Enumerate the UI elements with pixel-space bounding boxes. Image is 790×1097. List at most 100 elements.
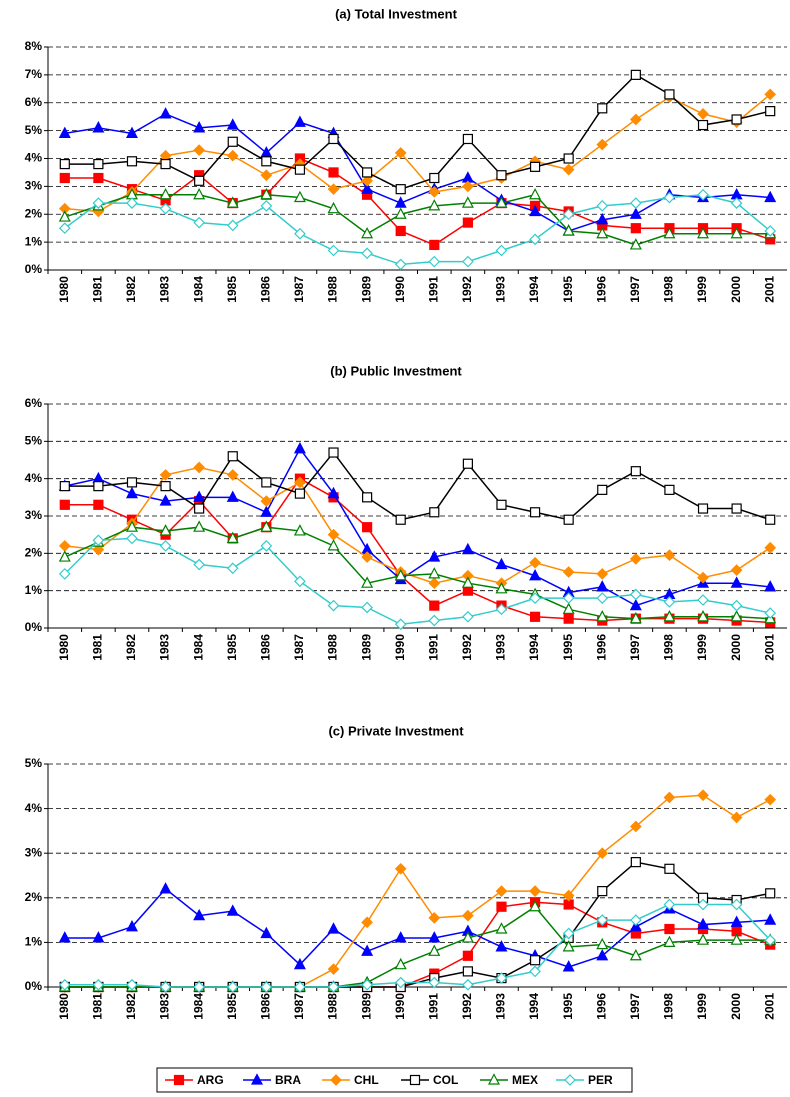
marker (361, 226, 374, 239)
x-tick-label: 2000 (729, 993, 743, 1020)
x-tick-label: 1983 (158, 276, 172, 303)
marker (428, 199, 441, 211)
marker (764, 913, 777, 925)
x-tick-label: 2001 (762, 276, 776, 303)
marker (226, 469, 239, 481)
marker (93, 481, 104, 492)
marker (59, 499, 70, 510)
marker (495, 557, 508, 570)
marker (496, 499, 507, 510)
series-line (64, 466, 771, 584)
marker (697, 610, 710, 622)
marker (294, 164, 306, 175)
marker (327, 539, 340, 551)
x-tick-label: 1985 (225, 634, 239, 661)
marker (562, 592, 575, 604)
marker (629, 611, 642, 624)
marker (294, 227, 306, 240)
marker (126, 978, 138, 991)
marker (193, 144, 206, 156)
marker (730, 226, 743, 239)
marker (697, 188, 709, 201)
marker (226, 531, 239, 544)
x-tick-label: 1995 (561, 634, 575, 661)
marker (226, 562, 239, 575)
marker (126, 532, 138, 545)
marker (529, 187, 542, 200)
marker (730, 915, 743, 927)
marker (293, 190, 306, 203)
marker (159, 524, 172, 536)
marker (409, 1074, 421, 1086)
series-line (64, 113, 771, 232)
marker (629, 588, 642, 601)
marker (260, 495, 273, 507)
marker (361, 978, 373, 991)
x-tick-label: 1993 (494, 993, 508, 1020)
marker (294, 476, 306, 489)
marker (764, 541, 777, 554)
marker (563, 153, 574, 164)
marker (697, 917, 710, 930)
y-tick-label: 3% (25, 508, 43, 522)
legend-label: BRA (275, 1073, 301, 1087)
marker (394, 957, 407, 970)
marker (629, 113, 642, 126)
marker (562, 960, 575, 972)
marker (629, 207, 642, 219)
marker (159, 187, 172, 200)
marker (630, 857, 641, 868)
x-tick-label: 1984 (191, 276, 205, 303)
x-tick-label: 1998 (662, 634, 676, 661)
marker (731, 114, 742, 125)
marker (562, 224, 575, 236)
marker (294, 981, 306, 993)
y-tick-label: 3% (25, 845, 43, 859)
x-tick-label: 1988 (326, 993, 340, 1020)
marker (293, 115, 306, 127)
marker (495, 922, 508, 934)
series-line (64, 157, 771, 246)
marker (629, 948, 642, 961)
marker (226, 149, 239, 162)
marker (462, 458, 473, 469)
marker (563, 613, 574, 624)
marker (327, 183, 340, 196)
x-tick-label: 1993 (494, 634, 508, 661)
marker (597, 103, 608, 114)
marker (361, 916, 373, 929)
x-tick-label: 1989 (359, 993, 373, 1020)
marker (362, 522, 373, 533)
marker (730, 576, 743, 588)
marker (462, 909, 474, 922)
marker (428, 912, 441, 924)
marker (461, 931, 474, 943)
marker (529, 161, 541, 172)
marker (629, 197, 642, 209)
marker (159, 540, 172, 552)
x-tick-label: 2000 (729, 634, 743, 661)
marker (529, 568, 542, 581)
marker (58, 568, 71, 580)
x-tick-label: 1982 (124, 276, 138, 303)
marker (730, 599, 743, 612)
marker (92, 121, 105, 133)
marker (428, 944, 441, 956)
marker (764, 580, 777, 592)
marker (562, 927, 575, 940)
y-tick-label: 8% (25, 39, 43, 53)
marker (428, 614, 441, 627)
marker (562, 208, 575, 221)
marker (294, 488, 306, 499)
legend-label: CHL (354, 1073, 379, 1087)
x-tick-label: 1991 (426, 634, 440, 661)
marker (664, 863, 675, 874)
y-tick-label: 0% (25, 979, 43, 993)
x-tick-label: 1980 (57, 993, 71, 1020)
marker (731, 503, 742, 514)
marker (697, 594, 709, 606)
marker (428, 255, 441, 268)
legend-label: COL (433, 1073, 458, 1087)
marker (125, 520, 138, 532)
